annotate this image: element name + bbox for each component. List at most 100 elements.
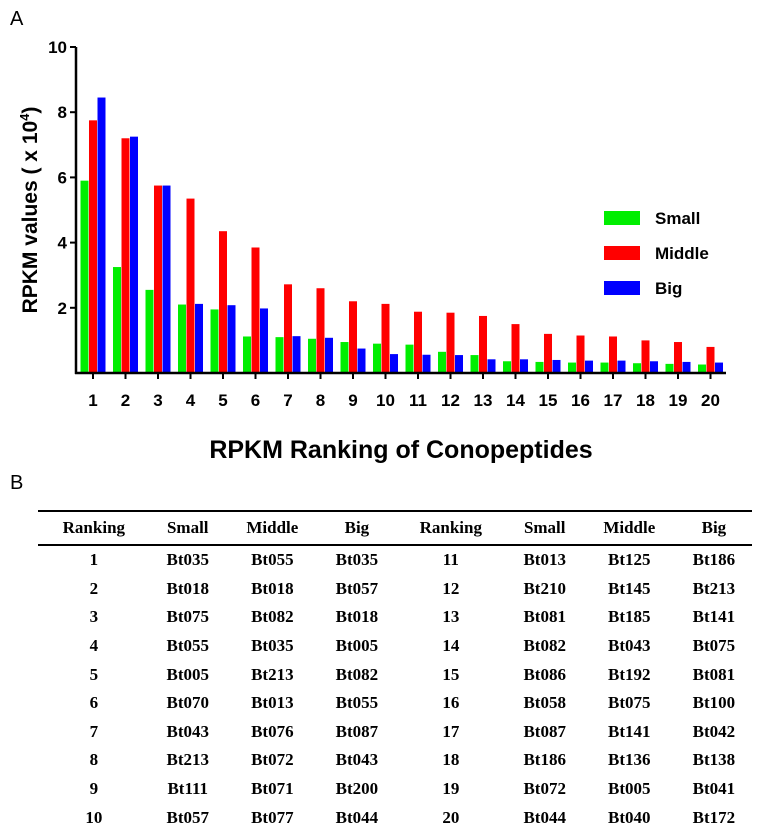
table-cell: Bt136 [608,750,651,770]
table-cell: 1 [89,550,99,570]
table-row: 10 Bt057 Bt077 Bt044 20 Bt044 Bt040 Bt172 [38,803,752,832]
table-cell: 4 [89,636,99,656]
table-cell: 14 [442,636,460,656]
x-tick-label-11: 11 [409,391,427,410]
table-cell: 19 [442,779,460,799]
x-tick-label-17: 17 [604,391,623,410]
bar-big-17 [617,360,626,373]
table-header-big-1: Big [344,518,370,537]
bar-small-13 [470,355,479,373]
bar-middle-11 [414,311,422,373]
table-cell: Bt013 [523,550,566,570]
x-tick-label-6: 6 [251,391,260,410]
bar-group [80,97,723,373]
table-cell: Bt071 [251,779,294,799]
panel-label-a: A [10,8,24,30]
table-cell: Bt044 [523,807,566,827]
x-tick-label-20: 20 [701,391,720,410]
table-cell: Bt100 [692,693,736,713]
bar-middle-9 [349,301,357,373]
table-cell: Bt057 [166,807,210,827]
table-row: 3 Bt075 Bt082 Bt018 13 Bt081 Bt185 Bt141 [38,603,752,632]
table-cell: Bt082 [523,636,566,656]
bar-small-11 [405,344,414,373]
bar-small-16 [568,362,576,373]
table-row: 5 Bt005 Bt213 Bt082 15 Bt086 Bt192 Bt081 [38,660,752,689]
x-tick-label-4: 4 [186,391,196,410]
table-cell: Bt055 [251,550,294,570]
table-cell: Bt018 [251,578,294,598]
table-cell: Bt013 [251,693,294,713]
table-cell: Bt213 [251,664,294,684]
table-cell: Bt213 [166,750,210,770]
bar-middle-5 [219,231,227,373]
bar-middle-14 [511,324,520,373]
table-cell: Bt087 [335,721,379,741]
bar-small-17 [600,362,609,373]
bar-big-15 [552,359,561,373]
bar-big-6 [260,308,268,373]
x-tick-label-1: 1 [88,391,97,410]
bar-big-18 [650,361,658,373]
table-row: 9 Bt111 Bt071 Bt200 19 Bt072 Bt005 Bt041 [38,775,752,804]
bar-big-12 [455,355,463,373]
x-tick-label-15: 15 [539,391,558,410]
bar-small-5 [210,309,219,373]
panel-label-b: B [10,472,24,494]
x-axis-title: RPKM Ranking of Conopeptides [209,436,592,464]
table-cell: Bt076 [251,721,294,741]
ranking-table: Ranking Small Middle Big Ranking Small Middle B… [38,510,752,832]
table-cell: Bt035 [166,550,210,570]
bar-middle-4 [186,198,195,373]
table-cell: Bt185 [608,607,651,627]
x-tick-label-14: 14 [506,391,525,410]
table-header-middle-2: Middle [603,518,656,537]
table-header-small-1: Small [166,518,209,537]
table-cell: Bt035 [251,636,294,656]
x-tick-label-5: 5 [218,391,227,410]
table-cell: Bt072 [251,750,294,770]
bar-big-20 [715,362,723,373]
table-cell: Bt192 [608,664,651,684]
table-row: 2 Bt018 Bt018 Bt057 12 Bt210 Bt145 Bt213 [38,575,752,604]
y-axis-title: RPKM values ( x 104) [17,107,42,314]
table-header-middle-1: Middle [246,518,299,537]
table-cell: Bt213 [692,578,736,598]
bar-middle-1 [89,120,97,373]
bar-middle-13 [479,315,487,373]
bar-big-7 [292,336,301,373]
table-cell: Bt186 [692,550,736,570]
table-cell: Bt018 [166,578,210,598]
bar-small-1 [80,180,89,373]
table-cell: Bt043 [166,721,210,741]
legend-label-middle: Middle [655,244,709,263]
table-header-row: Ranking Small Middle Big Ranking Small Middle B… [38,511,752,545]
table-header-ranking-1: Ranking [62,518,126,537]
table-cell: Bt075 [166,607,210,627]
bar-small-19 [665,363,674,373]
x-tick-label-18: 18 [636,391,655,410]
x-tick-label-8: 8 [316,391,325,410]
x-tick-label-12: 12 [441,391,460,410]
table-cell: 5 [89,664,99,684]
y-tick-label-4: 4 [58,234,68,253]
table-cell: Bt042 [692,721,736,741]
table-cell: Bt125 [608,550,651,570]
table-cell: 9 [89,779,99,799]
bar-middle-17 [609,336,617,373]
bar-big-14 [520,359,528,373]
table-cell: Bt075 [608,693,651,713]
bar-small-18 [633,363,641,373]
legend-label-small: Small [655,209,700,228]
table-row: 6 Bt070 Bt013 Bt055 16 Bt058 Bt075 Bt100 [38,689,752,718]
table-cell: Bt200 [335,779,379,799]
x-tick-label-13: 13 [474,391,493,410]
table-cell: Bt005 [335,636,379,656]
table-cell: Bt041 [692,779,736,799]
table-header-big-2: Big [701,518,727,537]
bar-big-10 [390,354,398,373]
bar-big-9 [357,348,366,373]
table-cell: Bt055 [335,693,379,713]
table-header-small-2: Small [523,518,566,537]
